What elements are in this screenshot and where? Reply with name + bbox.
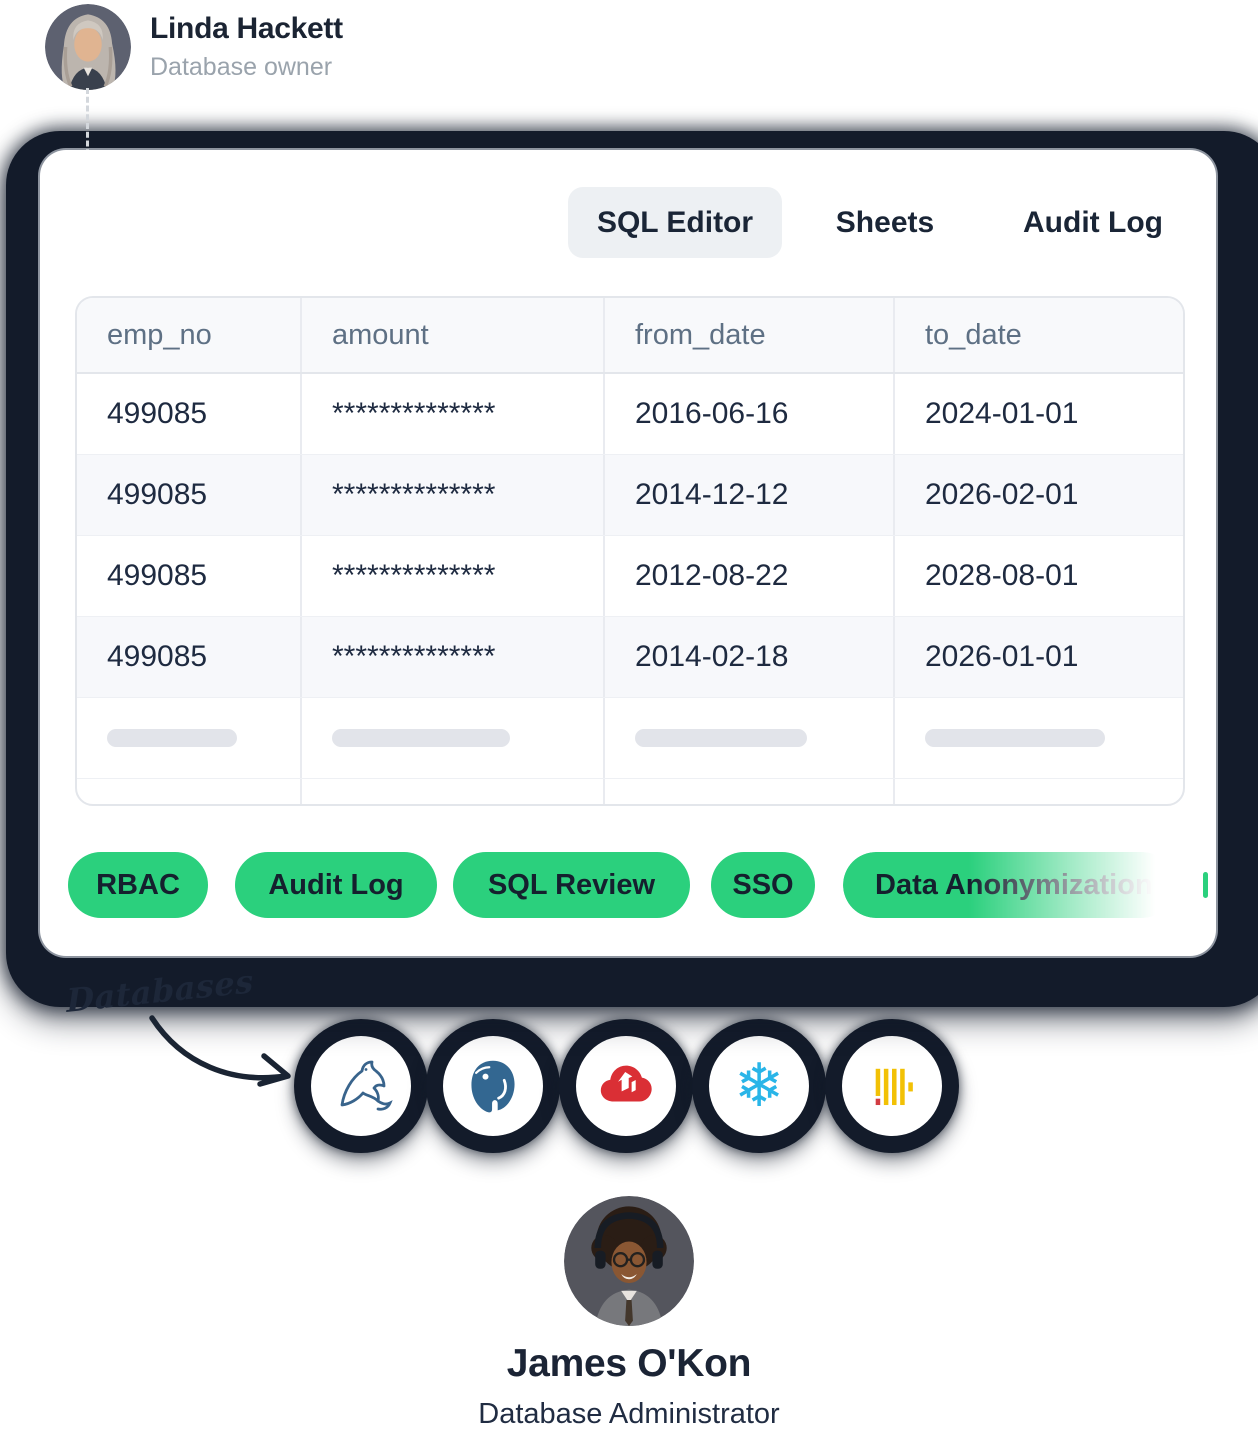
woman-portrait-icon	[45, 4, 131, 90]
table-cell: 2012-08-22	[605, 536, 895, 616]
db-badge-tidb-cloud[interactable]	[559, 1019, 693, 1153]
table-cell: 2014-12-12	[605, 455, 895, 535]
skeleton-bar	[107, 729, 237, 747]
skeleton-bar	[925, 729, 1105, 747]
table-cell: 499085	[77, 455, 302, 535]
table-cell: 2024-01-01	[925, 397, 1079, 430]
badge-rbac[interactable]: RBAC	[68, 852, 208, 918]
clickhouse-icon	[875, 1068, 913, 1106]
badge-audit-log[interactable]: Audit Log	[235, 852, 437, 918]
tab-sql-editor[interactable]: SQL Editor	[568, 187, 782, 258]
table-cell: **************	[302, 455, 605, 535]
table-cell: 2026-02-01	[925, 478, 1079, 511]
snowflake-icon: ❄	[733, 1051, 785, 1121]
table-cell: 499085	[77, 536, 302, 616]
column-header: from_date	[605, 298, 895, 372]
db-badge-clickhouse[interactable]	[825, 1019, 959, 1153]
badge-data-anonymization[interactable]: Data Anonymization	[843, 852, 1175, 918]
table-cell: 499085	[77, 617, 302, 697]
dashed-connector	[86, 88, 89, 164]
column-header: amount	[302, 298, 605, 372]
results-table: emp_no amount from_date to_date 499085 *…	[75, 296, 1185, 806]
mysql-icon	[340, 1060, 393, 1111]
admin-role: Database Administrator	[478, 1398, 780, 1430]
table-cell: 499085	[77, 374, 302, 454]
skeleton-bar	[635, 729, 807, 747]
owner-avatar	[45, 4, 131, 90]
table-cell: 2028-08-01	[925, 559, 1079, 592]
owner-name: Linda Hackett	[150, 12, 343, 45]
column-header: emp_no	[77, 298, 302, 372]
owner-role: Database owner	[150, 53, 333, 81]
column-header: to_date	[925, 319, 1022, 351]
table-row: 499085 ************** 2014-12-12 2026-02…	[77, 455, 1183, 536]
skeleton-row	[77, 698, 1183, 779]
postgresql-icon	[471, 1060, 515, 1113]
table-cell: **************	[302, 617, 605, 697]
table-cell: 2026-01-01	[925, 640, 1079, 673]
tab-audit-log[interactable]: Audit Log	[1023, 206, 1163, 239]
table-cell: 2016-06-16	[605, 374, 895, 454]
admin-avatar	[564, 1196, 694, 1326]
table-header-row: emp_no amount from_date to_date	[77, 298, 1183, 374]
table-cell: **************	[302, 374, 605, 454]
empty-row	[77, 779, 1183, 804]
badge-sql-review[interactable]: SQL Review	[453, 852, 690, 918]
table-row: 499085 ************** 2016-06-16 2024-01…	[77, 374, 1183, 455]
db-badge-snowflake[interactable]: ❄	[692, 1019, 826, 1153]
table-cell: 2014-02-18	[605, 617, 895, 697]
arrow-icon	[149, 1015, 291, 1087]
badge-sso[interactable]: SSO	[711, 852, 815, 918]
feature-card: SQL Editor Sheets Audit Log emp_no amoun…	[40, 150, 1216, 956]
tab-sheets[interactable]: Sheets	[835, 206, 935, 239]
tidb-cloud-icon	[600, 1065, 652, 1102]
db-badge-mysql[interactable]	[294, 1019, 428, 1153]
badge-peek-sliver	[1203, 872, 1208, 898]
admin-name: James O'Kon	[506, 1342, 752, 1385]
table-cell: **************	[302, 536, 605, 616]
man-portrait-icon	[564, 1196, 694, 1326]
table-row: 499085 ************** 2012-08-22 2028-08…	[77, 536, 1183, 617]
table-row: 499085 ************** 2014-02-18 2026-01…	[77, 617, 1183, 698]
db-badge-postgresql[interactable]	[426, 1019, 560, 1153]
skeleton-bar	[332, 729, 510, 747]
